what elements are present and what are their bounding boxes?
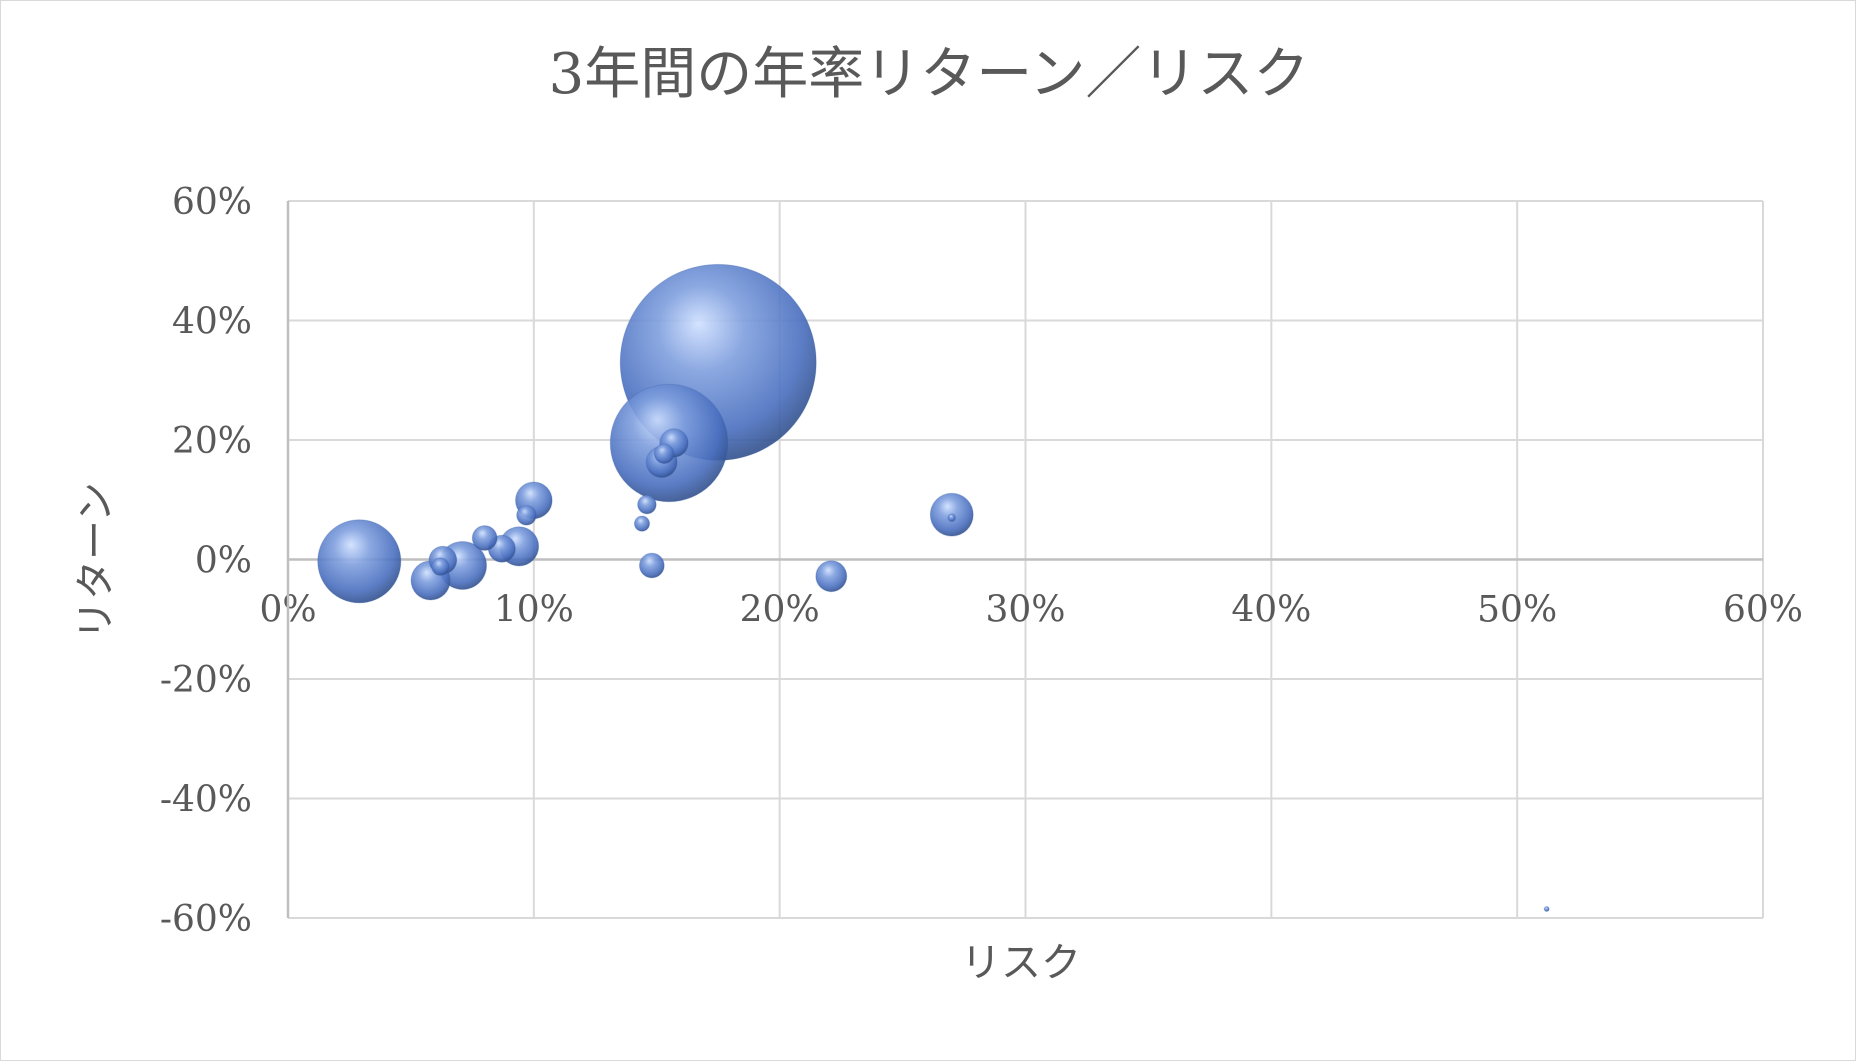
data-bubble: [815, 560, 848, 593]
x-tick-label: 40%: [1231, 590, 1311, 631]
bubble-series: [317, 263, 1550, 913]
y-tick-label: 60%: [172, 182, 252, 223]
y-tick-label: 40%: [172, 302, 252, 343]
y-tick-label: -40%: [160, 780, 252, 821]
x-tick-label: 30%: [985, 590, 1065, 631]
x-tick-label: 60%: [1723, 590, 1803, 631]
y-axis-title: リターン: [73, 482, 119, 640]
data-bubble: [633, 515, 651, 532]
y-tick-label: 0%: [195, 541, 252, 582]
data-bubble: [653, 443, 675, 465]
y-tick-label: 20%: [172, 421, 252, 462]
data-bubble: [317, 519, 402, 604]
data-bubble: [471, 525, 498, 551]
data-bubble: [1543, 906, 1550, 913]
data-bubble: [947, 513, 957, 522]
y-tick-label: -20%: [160, 660, 252, 701]
x-tick-label: 20%: [740, 590, 820, 631]
axes: 0% 10% 20% 30% 40% 50% 60%60%40%20%0%-20%-40%-…: [160, 182, 1803, 940]
x-axis-title: リスク: [961, 940, 1081, 986]
data-bubble: [516, 504, 537, 526]
data-bubble: [638, 552, 665, 579]
x-tick-label: 50%: [1477, 590, 1557, 631]
y-tick-label: -60%: [160, 899, 252, 940]
data-bubble: [431, 557, 450, 576]
chart-title: 3年間の年率リターン／リスク: [549, 42, 1310, 107]
x-tick-label: 10%: [494, 590, 574, 631]
data-bubble: [637, 494, 657, 515]
